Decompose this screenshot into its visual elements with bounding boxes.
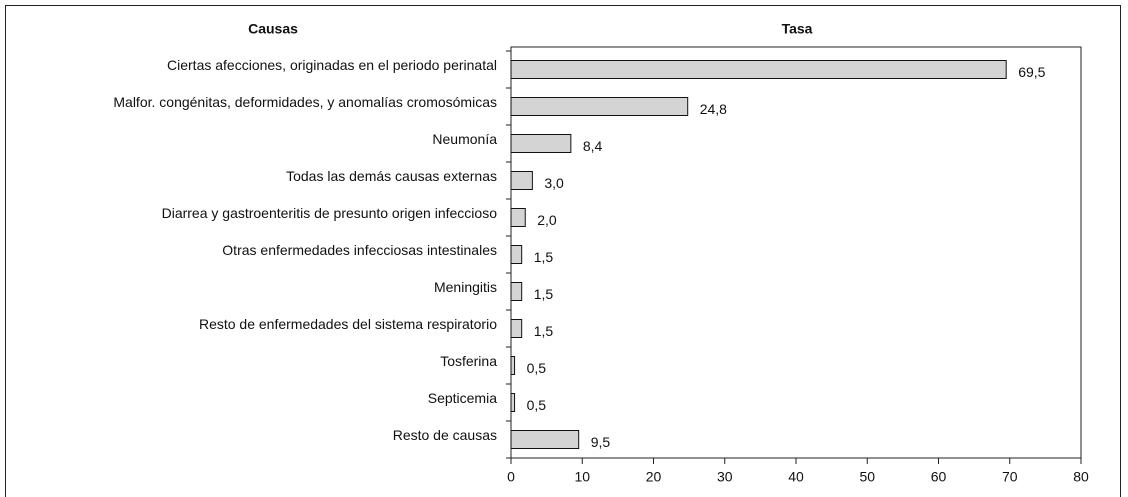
y-tick-label: Malfor. congénitas, deformidades, y anom…	[113, 94, 497, 110]
y-tick-label: Resto de causas	[393, 427, 497, 443]
value-label: 69,5	[1018, 64, 1045, 80]
bar	[510, 60, 1007, 79]
x-tick-label: 50	[859, 469, 875, 485]
bar	[510, 282, 523, 301]
bar	[510, 97, 689, 116]
value-label: 1,5	[534, 249, 554, 265]
value-label: 9,5	[591, 434, 611, 450]
value-label: 1,5	[534, 323, 554, 339]
x-tick-label: 30	[717, 469, 733, 485]
bar	[510, 356, 516, 375]
bar	[510, 134, 572, 153]
y-tick-label: Otras enfermedades infecciosas intestina…	[222, 242, 497, 258]
x-tick-label: 70	[1002, 469, 1018, 485]
x-tick-label: 10	[574, 469, 590, 485]
value-label: 3,0	[544, 175, 564, 191]
bar	[510, 393, 516, 412]
column-header: Tasa	[782, 21, 813, 37]
y-tick-label: Todas las demás causas externas	[286, 168, 497, 184]
y-tick-label: Tosferina	[440, 353, 497, 369]
value-label: 0,5	[527, 360, 547, 376]
y-tick-label: Resto de enfermedades del sistema respir…	[199, 316, 497, 332]
y-tick-label: Septicemia	[428, 390, 497, 406]
x-tick-label: 60	[931, 469, 947, 485]
y-tick-label: Ciertas afecciones, originadas en el per…	[167, 57, 497, 73]
value-label: 1,5	[534, 286, 554, 302]
bar	[510, 171, 533, 190]
value-label: 8,4	[583, 138, 603, 154]
frame	[5, 5, 1121, 497]
value-label: 24,8	[700, 101, 727, 117]
x-tick-label: 80	[1073, 469, 1089, 485]
bar	[510, 319, 523, 338]
y-tick-label: Meningitis	[434, 279, 497, 295]
x-tick-label: 40	[788, 469, 804, 485]
column-header: Causas	[248, 21, 298, 37]
y-tick-label: Neumonía	[432, 131, 497, 147]
x-tick-label: 0	[507, 469, 515, 485]
bar	[510, 245, 523, 264]
bar	[510, 430, 580, 449]
x-tick-label: 20	[646, 469, 662, 485]
value-label: 2,0	[537, 212, 557, 228]
y-tick-label: Diarrea y gastroenteritis de presunto or…	[162, 205, 498, 221]
value-label: 0,5	[527, 397, 547, 413]
bar	[510, 208, 526, 227]
